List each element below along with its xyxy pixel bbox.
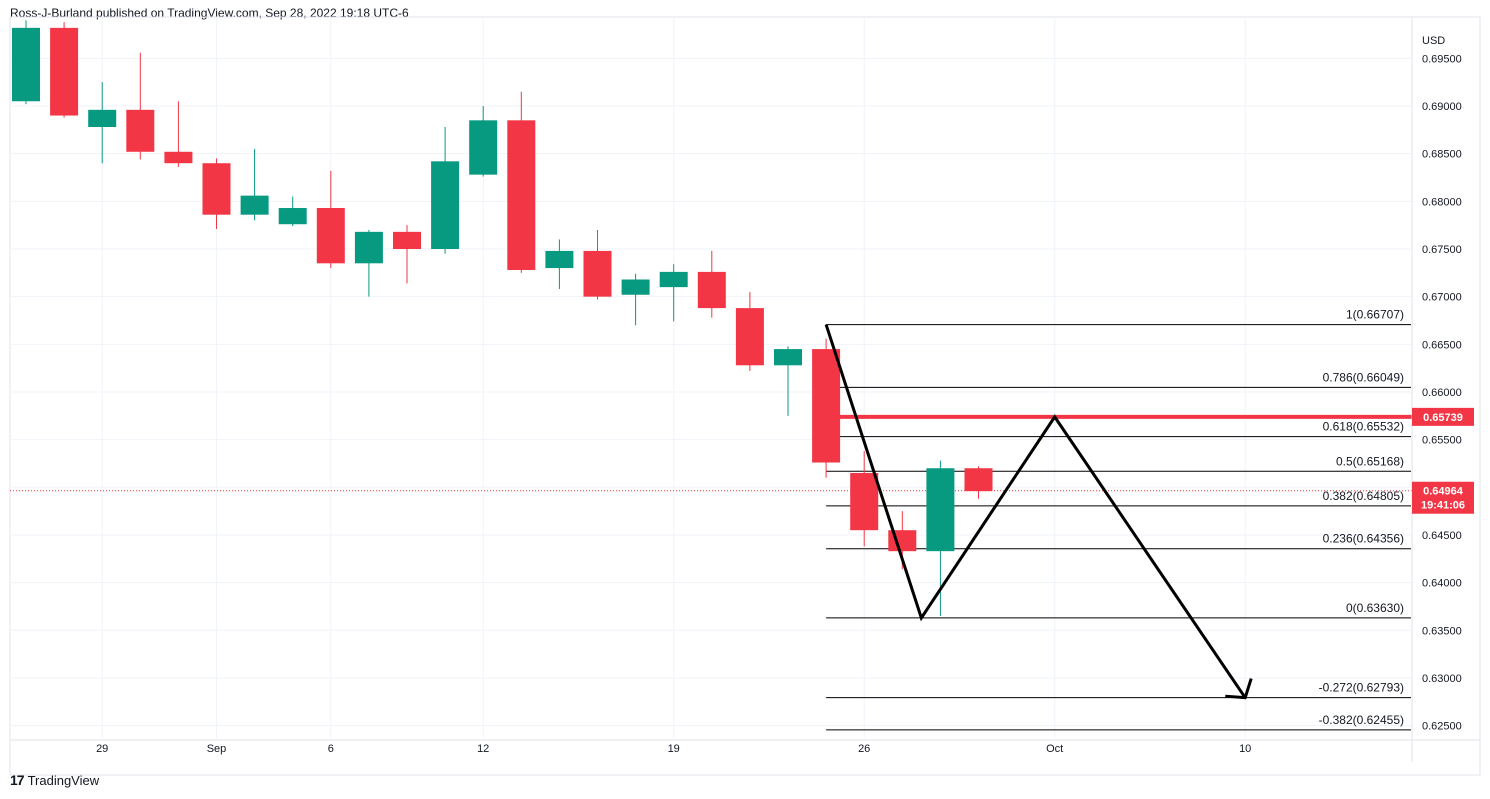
axes: 0.69500 0.69000 0.68500 0.68000 0.67500 0.670… [10,17,1480,762]
x-tick-label: 6 [328,743,334,755]
y-tick-label: 0.69500 [1422,53,1462,65]
resistance-level[interactable] [10,414,1412,492]
fib-level-label: 0.786(0.66049) [1323,370,1404,384]
fib-level-label: -0.382(0.62455) [1319,713,1404,727]
candle-down [316,208,345,264]
candle-down [126,109,155,152]
fib-level-label: 0.382(0.64805) [1323,489,1404,503]
candle-down [735,308,764,366]
y-tick-label: 0.66000 [1422,387,1462,399]
y-tick-label: 0.63000 [1422,673,1462,685]
resistance-price-tag [1412,407,1474,426]
candle-down [50,27,79,116]
x-tick-label: Sep [207,743,227,755]
x-tick-label: 10 [1239,743,1251,755]
candle-up [278,208,307,225]
candle-down [583,250,612,297]
projection-arrowhead [1225,678,1253,700]
y-tick-label: 0.62500 [1422,721,1462,733]
y-tick-label: 0.66500 [1422,339,1462,351]
x-tick-label: 19 [668,743,680,755]
y-tick-label: 0.69000 [1422,101,1462,113]
x-tick-label: 29 [96,743,108,755]
projection-zigzag [824,324,1247,699]
tradingview-logo-icon: 17 [10,772,25,788]
bar-countdown-label: 19:41:06 [1421,500,1465,512]
fib-level-label: 1(0.66707) [1346,308,1404,322]
projection-path[interactable] [824,324,1253,700]
candle-up [774,349,802,366]
candle-down [697,271,726,309]
current-price-tag-label: 0.64964 [1423,486,1464,498]
price-tags: 0.65739 0.64964 19:41:06 [1412,407,1474,514]
fibonacci-retracement[interactable]: 1(0.66707) 0.786(0.66049) 0.618(0.65532) 0.… [826,308,1411,731]
candle-up [354,231,383,264]
candle-down [202,163,231,215]
candle-up [621,279,650,295]
candle-down [507,120,536,270]
y-tick-label: 0.64000 [1422,578,1462,590]
resistance-price-tag-label: 0.65739 [1423,412,1463,424]
fib-level-label: 0.236(0.64356) [1323,532,1404,546]
current-price-tag [1412,481,1474,514]
x-tick-label: 12 [477,743,489,755]
tradingview-logo[interactable]: 17 TradingView [10,772,99,788]
candle-down [812,349,841,463]
fib-level-label: 0.5(0.65168) [1336,454,1404,468]
y-tick-label: 0.68500 [1422,149,1462,161]
tradingview-logo-text: TradingView [27,772,100,788]
candle-up [12,27,40,102]
candle-down [850,473,879,531]
candle-up [88,109,117,127]
candle-up [469,120,498,175]
candle-up [926,468,955,552]
fib-level-label: -0.272(0.62793) [1319,681,1404,695]
grid [9,16,1481,776]
candle-down [964,468,993,492]
candle-up [431,161,460,250]
x-tick-label: Oct [1046,743,1063,755]
y-tick-label: 0.68000 [1422,196,1462,208]
candle-up [545,250,574,269]
y-tick-label: 0.67000 [1422,292,1462,304]
chart-frame [9,16,1481,776]
candle-down [393,231,421,250]
currency-label: USD [1422,35,1445,47]
fib-level-label: 0(0.63630) [1346,601,1404,615]
candle-down [164,151,193,164]
fib-level-label: 0.618(0.65532) [1323,420,1404,434]
y-tick-label: 0.63500 [1422,625,1462,637]
y-tick-label: 0.67500 [1422,244,1462,256]
candles [12,20,993,616]
x-tick-label: 26 [858,743,870,755]
y-tick-label: 0.64500 [1422,530,1462,542]
candle-up [240,195,269,215]
candle-up [659,271,688,288]
y-tick-label: 0.65500 [1422,435,1462,447]
